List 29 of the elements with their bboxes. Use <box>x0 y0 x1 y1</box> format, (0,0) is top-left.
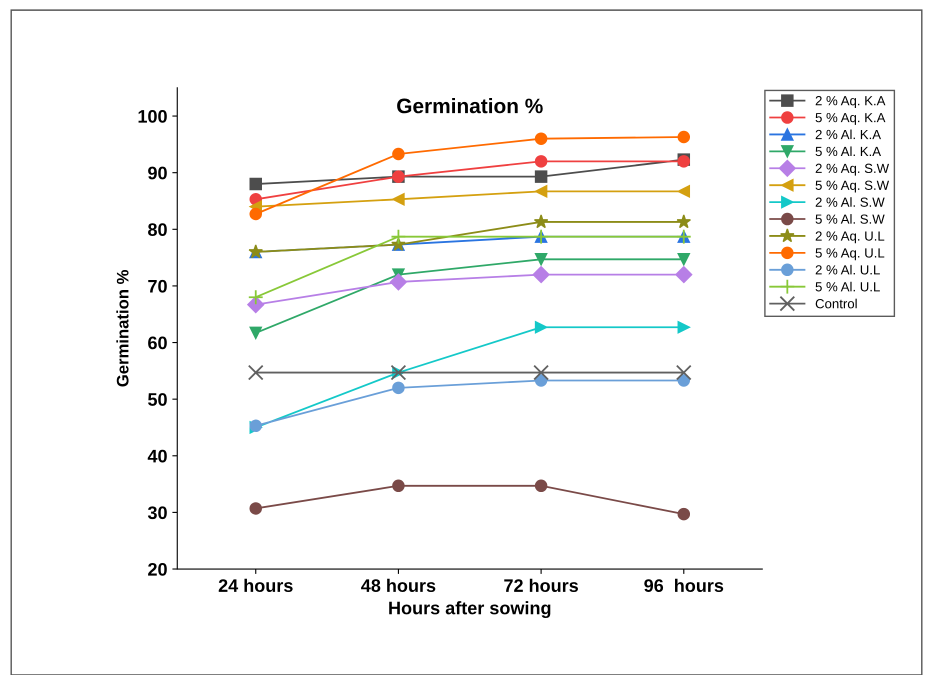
x-tick-label: 24 hours <box>218 578 293 592</box>
legend-label: 2 % Aq. U.L <box>816 231 884 244</box>
legend-label: 2 % Aq. K.A <box>816 96 886 108</box>
legend-label: 5 % Aq. S.W <box>816 180 890 193</box>
y-tick-label: 90 <box>148 166 167 180</box>
legend-label: 2 % Al. K.A <box>816 130 882 140</box>
x-tick-label: 72 hours <box>504 578 578 592</box>
legend-label: 2 % Aq. S.W <box>816 164 890 176</box>
y-tick-label: 80 <box>148 223 167 236</box>
legend-label: 5 % Aq. U.L <box>816 248 884 260</box>
x-tick-label: 96 hours <box>644 578 724 592</box>
y-tick-label: 30 <box>148 506 167 520</box>
legend-label: Control <box>816 298 857 308</box>
legend-label: 5 % Al. S.W <box>816 214 885 224</box>
y-tick-label: 60 <box>148 336 167 350</box>
chart-title: Germination % <box>397 98 543 114</box>
legend-label: 5 % Al. U.L <box>816 282 880 292</box>
y-tick-label: 70 <box>148 280 167 293</box>
legend-label: 2 % Al. S.W <box>816 197 885 207</box>
x-axis-title: Hours after sowing <box>389 601 550 618</box>
y-tick-label: 100 <box>138 110 167 123</box>
y-axis-title: Germination % <box>116 270 129 387</box>
legend-label: 5 % Al. K.A <box>816 146 882 156</box>
y-tick-label: 40 <box>148 450 167 463</box>
legend-label: 5 % Aq. K.A <box>816 112 886 125</box>
y-tick-label: 50 <box>148 393 167 406</box>
legend-label: 2 % Al. U.L <box>816 264 880 275</box>
x-tick-label: 48 hours <box>361 578 436 592</box>
y-tick-label: 20 <box>148 562 167 576</box>
